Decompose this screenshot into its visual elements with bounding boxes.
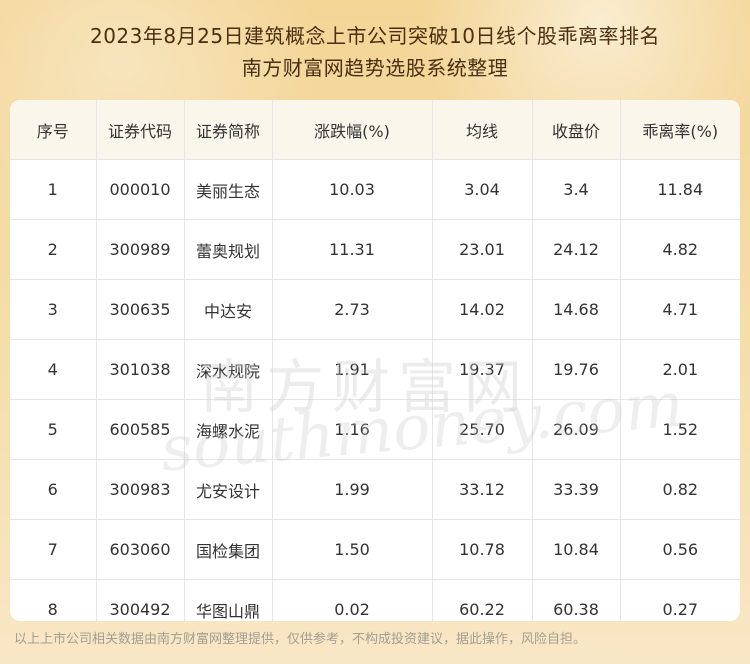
cell-bias: 2.01 [620, 339, 740, 400]
page-title: 2023年8月25日建筑概念上市公司突破10日线个股乖离率排名 南方财富网趋势选… [0, 20, 750, 84]
header-close: 收盘价 [532, 100, 621, 160]
cell-code: 300983 [96, 459, 185, 520]
cell-ma: 23.01 [432, 219, 533, 280]
cell-index: 5 [10, 399, 97, 460]
cell-ma: 25.70 [432, 399, 533, 460]
cell-code: 300492 [96, 579, 185, 621]
cell-close: 19.76 [532, 339, 621, 400]
cell-index: 3 [10, 279, 97, 340]
cell-ma: 14.02 [432, 279, 533, 340]
cell-close: 60.38 [532, 579, 621, 621]
cell-ma: 33.12 [432, 459, 533, 520]
header-name: 证券简称 [184, 100, 273, 160]
header-bias: 乖离率(%) [620, 100, 740, 160]
table-row: 2 300989 蕾奥规划 11.31 23.01 24.12 4.82 [10, 219, 740, 280]
cell-bias: 4.71 [620, 279, 740, 340]
cell-code: 600585 [96, 399, 185, 460]
cell-change: 1.50 [272, 519, 433, 580]
cell-change: 1.16 [272, 399, 433, 460]
cell-ma: 3.04 [432, 159, 533, 220]
header-index: 序号 [10, 100, 97, 160]
cell-code: 301038 [96, 339, 185, 400]
header-ma: 均线 [432, 100, 533, 160]
cell-change: 2.73 [272, 279, 433, 340]
table-row: 6 300983 尤安设计 1.99 33.12 33.39 0.82 [10, 459, 740, 520]
cell-close: 33.39 [532, 459, 621, 520]
data-table-card: 序号 证券代码 证券简称 涨跌幅(%) 均线 收盘价 乖离率(%) 1 0000… [10, 100, 740, 621]
cell-name: 海螺水泥 [184, 399, 273, 460]
ranking-table: 序号 证券代码 证券简称 涨跌幅(%) 均线 收盘价 乖离率(%) 1 0000… [10, 100, 740, 621]
table-row: 4 301038 深水规院 1.91 19.37 19.76 2.01 [10, 339, 740, 400]
header-change: 涨跌幅(%) [272, 100, 433, 160]
cell-name: 美丽生态 [184, 159, 273, 220]
cell-ma: 10.78 [432, 519, 533, 580]
cell-ma: 60.22 [432, 579, 533, 621]
cell-name: 尤安设计 [184, 459, 273, 520]
cell-bias: 0.56 [620, 519, 740, 580]
cell-index: 6 [10, 459, 97, 520]
header-code: 证券代码 [96, 100, 185, 160]
table-row: 5 600585 海螺水泥 1.16 25.70 26.09 1.52 [10, 399, 740, 460]
cell-change: 11.31 [272, 219, 433, 280]
table-row: 3 300635 中达安 2.73 14.02 14.68 4.71 [10, 279, 740, 340]
cell-bias: 1.52 [620, 399, 740, 460]
title-line-1: 2023年8月25日建筑概念上市公司突破10日线个股乖离率排名 [89, 24, 661, 48]
title-line-2: 南方财富网趋势选股系统整理 [241, 56, 509, 80]
cell-bias: 4.82 [620, 219, 740, 280]
cell-name: 国检集团 [184, 519, 273, 580]
cell-index: 1 [10, 159, 97, 220]
cell-bias: 0.27 [620, 579, 740, 621]
table-row: 7 603060 国检集团 1.50 10.78 10.84 0.56 [10, 519, 740, 580]
cell-code: 603060 [96, 519, 185, 580]
cell-close: 14.68 [532, 279, 621, 340]
cell-code: 000010 [96, 159, 185, 220]
cell-close: 3.4 [532, 159, 621, 220]
cell-change: 1.91 [272, 339, 433, 400]
cell-close: 10.84 [532, 519, 621, 580]
cell-code: 300635 [96, 279, 185, 340]
table-row: 1 000010 美丽生态 10.03 3.04 3.4 11.84 [10, 159, 740, 220]
cell-index: 4 [10, 339, 97, 400]
cell-index: 8 [10, 579, 97, 621]
cell-index: 7 [10, 519, 97, 580]
cell-bias: 0.82 [620, 459, 740, 520]
cell-change: 0.02 [272, 579, 433, 621]
cell-bias: 11.84 [620, 159, 740, 220]
cell-close: 24.12 [532, 219, 621, 280]
cell-index: 2 [10, 219, 97, 280]
cell-close: 26.09 [532, 399, 621, 460]
cell-change: 10.03 [272, 159, 433, 220]
cell-code: 300989 [96, 219, 185, 280]
table-header-row: 序号 证券代码 证券简称 涨跌幅(%) 均线 收盘价 乖离率(%) [10, 100, 740, 160]
cell-name: 中达安 [184, 279, 273, 340]
table-row: 8 300492 华图山鼎 0.02 60.22 60.38 0.27 [10, 579, 740, 621]
disclaimer-footer: 以上上市公司相关数据由南方财富网整理提供，仅供参考，不构成投资建议，据此操作，风… [14, 632, 587, 647]
cell-change: 1.99 [272, 459, 433, 520]
cell-name: 华图山鼎 [184, 579, 273, 621]
cell-name: 蕾奥规划 [184, 219, 273, 280]
cell-name: 深水规院 [184, 339, 273, 400]
cell-ma: 19.37 [432, 339, 533, 400]
